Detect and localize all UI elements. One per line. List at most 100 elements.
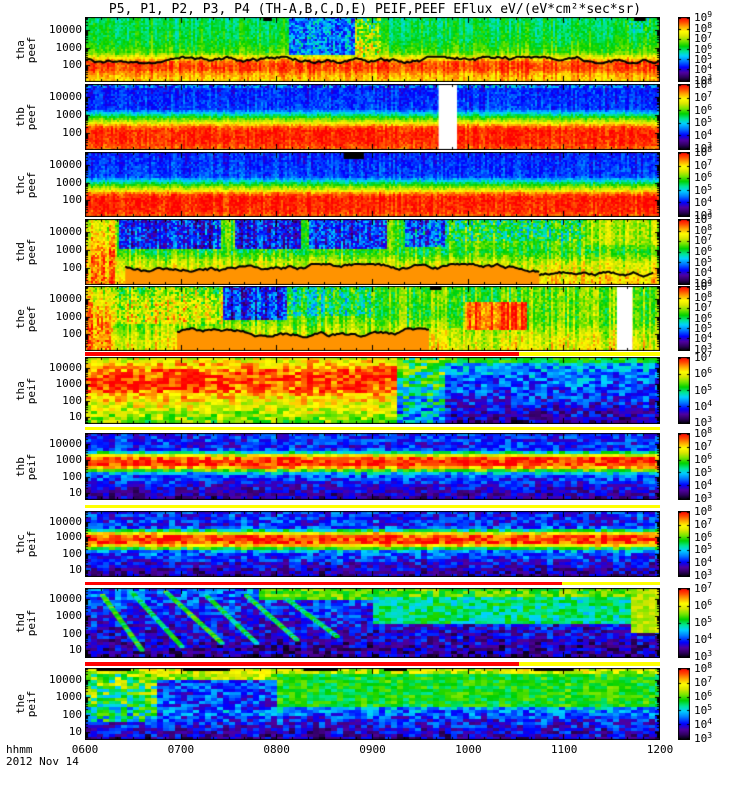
y-tick-label: 10 xyxy=(68,562,82,576)
colorbar-label-base: 10 xyxy=(694,530,708,544)
colorbar-tick-label: 104 xyxy=(694,716,713,732)
x-tick-label: 1100 xyxy=(550,743,578,756)
y-tick-label: 100 xyxy=(62,707,82,721)
y-tick-label: 10000 xyxy=(48,90,82,104)
colorbar-label-base: 10 xyxy=(694,415,708,429)
colorbar-tick-label: 105 xyxy=(694,542,713,557)
colorbar-tick-label: 106 xyxy=(694,598,712,613)
colorbar-tick-label: 105 xyxy=(694,615,713,630)
colorbar-label-exponent: 7 xyxy=(707,31,713,41)
colorbar-label-exponent: 4 xyxy=(707,128,713,137)
colorbar-label-base: 10 xyxy=(694,32,708,46)
colorbar-label-base: 10 xyxy=(694,158,708,172)
colorbar-label-base: 10 xyxy=(694,52,708,66)
colorbar-tick-label: 103 xyxy=(694,208,712,223)
panel-label-the_peef: the peef xyxy=(12,286,40,351)
y-tick-label: 10 xyxy=(68,409,82,423)
colorbar-label-base: 10 xyxy=(694,266,708,280)
colorbar-label-exponent: 7 xyxy=(707,516,713,526)
colorbar-label-exponent: 8 xyxy=(707,20,713,30)
colorbar-label-exponent: 6 xyxy=(707,102,713,112)
colorbar-label-exponent: 5 xyxy=(707,702,713,712)
colorbar-the_peif xyxy=(678,668,690,740)
spectrogram-panel-thb_peef xyxy=(85,84,660,150)
quality-strip xyxy=(562,582,660,585)
y-tick-label: 10000 xyxy=(48,158,82,171)
colorbar-tick-label: 106 xyxy=(694,366,712,381)
colorbar-label-exponent: 5 xyxy=(707,382,713,392)
quality-strip xyxy=(85,427,660,430)
colorbar-label-exponent: 7 xyxy=(707,350,713,360)
colorbar-tick-label: 106 xyxy=(694,41,713,57)
colorbar-label-base: 10 xyxy=(694,662,708,676)
colorbar-label-base: 10 xyxy=(694,440,708,454)
colorbar-tick-label: 104 xyxy=(694,632,712,647)
colorbar-tick-label: 105 xyxy=(694,183,712,198)
colorbar-thb_peif xyxy=(678,433,690,500)
colorbar-tick-label: 105 xyxy=(694,465,712,480)
y-tick-label: 1000 xyxy=(55,452,83,466)
colorbar-label-exponent: 8 xyxy=(707,222,713,232)
colorbar-label-base: 10 xyxy=(694,367,708,381)
spectrogram-panel-thc_peif xyxy=(85,511,660,577)
y-tick-label: 10 xyxy=(68,725,82,739)
colorbar-tick-label: 106 xyxy=(694,689,713,704)
y-tick-label: 100 xyxy=(62,546,82,560)
colorbar-label-base: 10 xyxy=(694,21,708,35)
spectrogram-panel-tha_peif xyxy=(85,357,660,424)
colorbar-the_peef xyxy=(678,286,690,351)
colorbar-label-exponent: 4 xyxy=(707,716,713,726)
y-tick-label: 10 xyxy=(68,643,82,657)
y-tick-label: 10000 xyxy=(48,672,82,686)
spectrogram-panel-thb_peif xyxy=(85,433,660,500)
panel-instrument-label: peif xyxy=(25,609,38,637)
panel-label-text-the_peif: the peif xyxy=(14,691,38,718)
y-tick-label: 10000 xyxy=(48,292,82,305)
spectrogram-panel-thd_peef xyxy=(85,219,660,285)
colorbar-tick-label: 106 xyxy=(694,102,713,118)
panel-label-thc_peef: thc peef xyxy=(12,152,40,217)
colorbar-label-base: 10 xyxy=(694,171,708,185)
quality-strip xyxy=(85,352,520,356)
colorbar-label-exponent: 4 xyxy=(707,195,713,205)
time-axis-format-label: hhmm xyxy=(6,743,33,756)
colorbar-label-base: 10 xyxy=(694,63,708,77)
panel-instrument-label: peef xyxy=(25,36,38,63)
colorbar-label-exponent: 5 xyxy=(707,615,713,624)
spectrogram-panel-the_peif xyxy=(85,668,660,740)
colorbar-label-base: 10 xyxy=(694,568,708,582)
colorbar-label-base: 10 xyxy=(694,556,708,569)
colorbar-label-base: 10 xyxy=(694,351,708,365)
colorbar-tick-label: 104 xyxy=(694,399,712,414)
colorbar-label-base: 10 xyxy=(694,342,708,356)
colorbar-label-base: 10 xyxy=(694,73,708,87)
spectrogram-panel-thd_peif xyxy=(85,588,660,658)
colorbar-label-base: 10 xyxy=(694,196,708,210)
colorbar-label-exponent: 6 xyxy=(707,689,713,699)
colorbar-thd_peef xyxy=(678,219,690,285)
spectrogram-panel-thc_peef xyxy=(85,152,660,217)
colorbar-label-exponent: 8 xyxy=(707,661,713,671)
colorbar-tick-label: 107 xyxy=(694,581,712,596)
colorbar-label-base: 10 xyxy=(694,616,708,629)
colorbar-tick-label: 108 xyxy=(694,20,713,36)
panel-label-text-thd_peif: thd peif xyxy=(14,609,38,637)
y-tick-label: 1000 xyxy=(55,376,83,390)
colorbar-label-exponent: 3 xyxy=(707,490,713,500)
colorbar-label-exponent: 6 xyxy=(707,41,713,51)
colorbar-label-base: 10 xyxy=(694,116,708,130)
colorbar-tick-label: 107 xyxy=(694,516,713,532)
y-tick-label: 10000 xyxy=(48,23,82,36)
panel-instrument-label: peef xyxy=(25,305,38,332)
colorbar-label-base: 10 xyxy=(694,183,708,197)
colorbar-label-base: 10 xyxy=(694,146,708,160)
colorbar-tick-label: 103 xyxy=(694,568,712,583)
x-tick-label: 0800 xyxy=(263,743,290,756)
colorbar-label-exponent: 8 xyxy=(707,426,713,436)
colorbar-label-exponent: 5 xyxy=(707,320,713,330)
date-label: 2012 Nov 14 xyxy=(6,755,79,768)
colorbar-tick-label: 105 xyxy=(694,382,713,398)
panel-label-thb_peef: thb peef xyxy=(12,84,40,150)
colorbar-label-exponent: 5 xyxy=(707,542,713,552)
colorbar-label-exponent: 6 xyxy=(707,244,713,253)
